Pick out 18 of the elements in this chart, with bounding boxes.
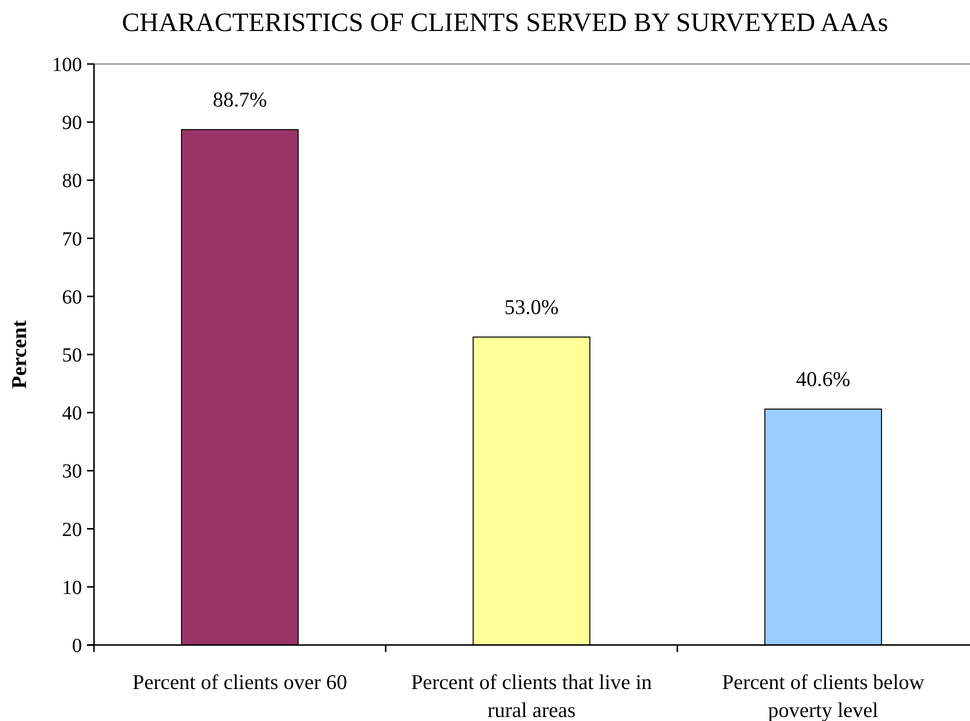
y-tick-label: 30	[62, 460, 82, 483]
data-label: 53.0%	[504, 295, 559, 320]
y-tick-label: 70	[62, 228, 82, 250]
y-tick-label: 0	[72, 635, 82, 657]
data-label: 88.7%	[212, 88, 267, 112]
y-tick-label: 100	[52, 54, 82, 76]
y-tick-label: 50	[62, 344, 82, 366]
x-tick-label: Percent of clients over 60	[132, 670, 348, 694]
y-tick-label: 90	[62, 112, 82, 134]
y-tick-label: 60	[62, 286, 82, 308]
x-tick-label: Percent of clients that live in rural areas	[411, 670, 652, 721]
y-tick-label: 80	[62, 170, 82, 192]
y-tick-label: 10	[62, 576, 82, 599]
y-axis-title: Percent	[7, 320, 31, 389]
data-label: 40.6%	[796, 367, 850, 392]
chart-title: CHARACTERISTICS OF CLIENTS SERVED BY SURVEYED AAAs	[122, 7, 888, 37]
y-tick-label: 40	[62, 402, 82, 425]
y-tick-label: 20	[62, 518, 82, 541]
